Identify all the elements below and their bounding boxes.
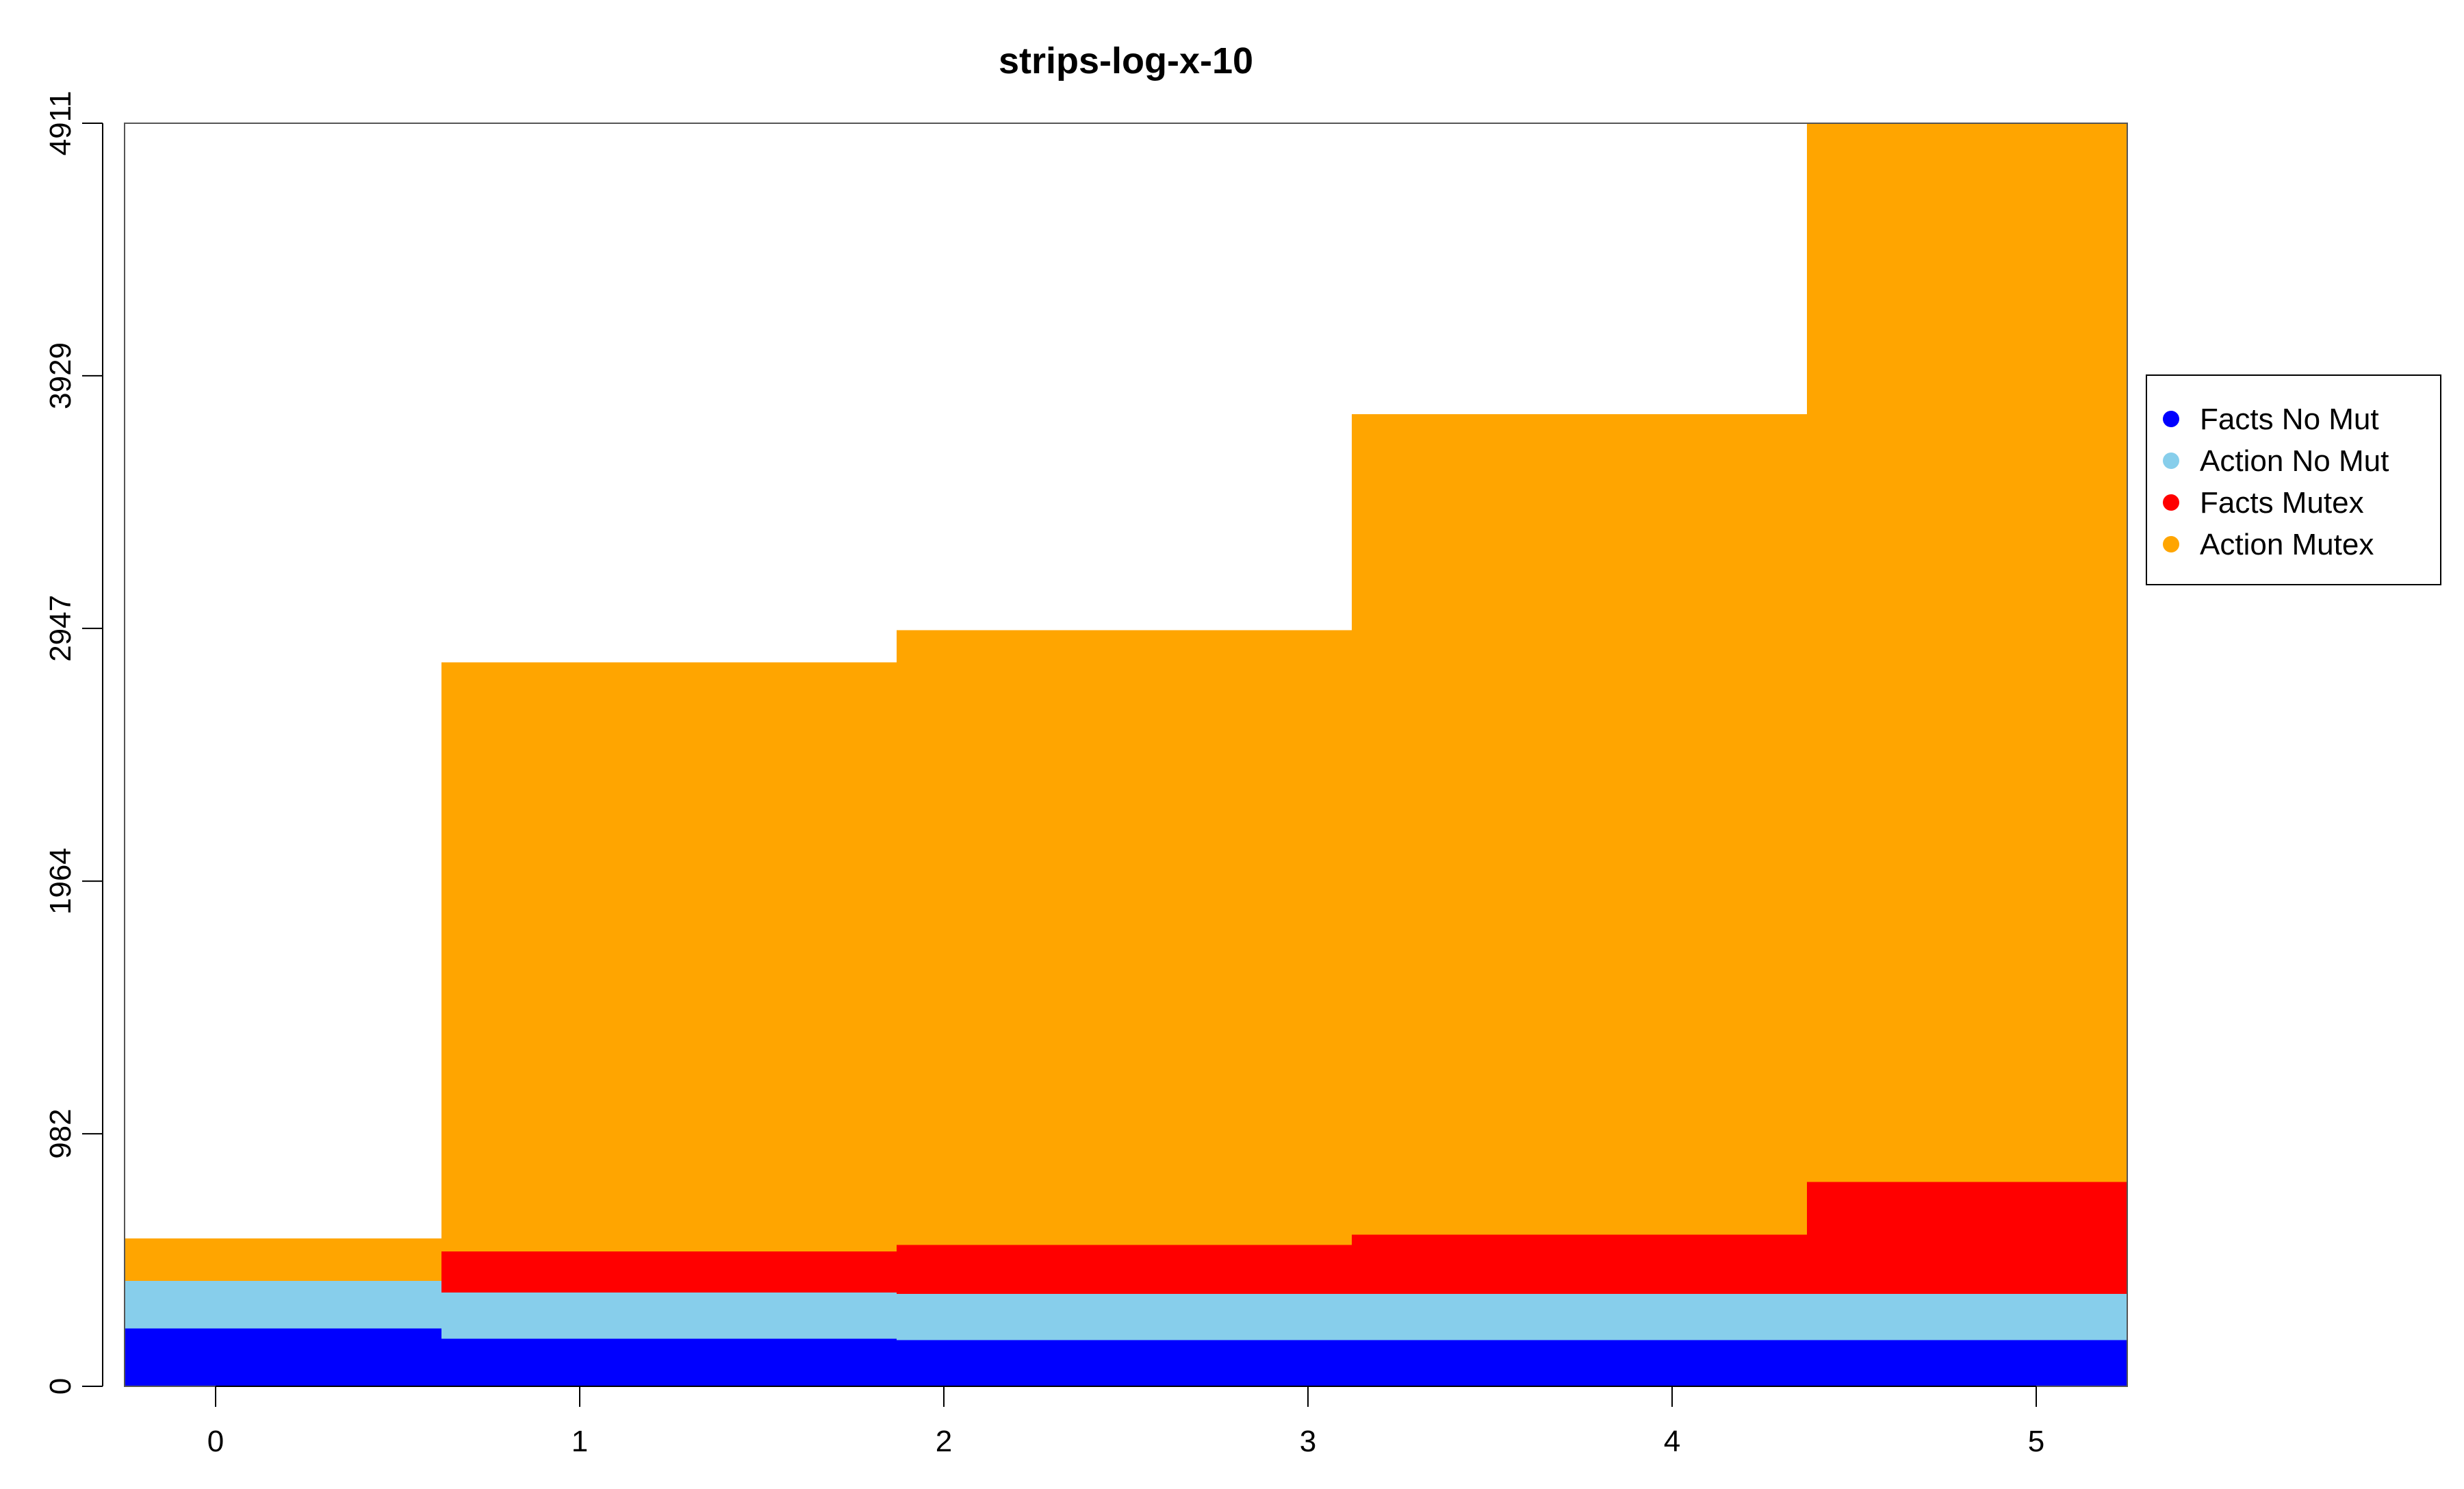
x-tick-label: 3	[1300, 1425, 1316, 1458]
y-tick-label: 3929	[44, 342, 77, 409]
area-segment-3-2	[441, 1251, 897, 1293]
x-tick-label: 5	[2028, 1425, 2044, 1458]
area-segment-4-5	[1806, 123, 2127, 1182]
area-segment-1-1	[125, 1328, 441, 1386]
area-segment-4-4	[1351, 413, 1807, 1235]
area-segment-3-4	[1351, 1234, 1807, 1294]
y-tick-label: 1964	[44, 848, 77, 915]
x-axis: 0 1 2 3 4 5	[207, 1386, 2044, 1458]
area-segment-2-4	[1351, 1293, 1807, 1340]
y-tick-label: 982	[44, 1108, 77, 1158]
y-tick-label: 4911	[44, 91, 77, 156]
area-segment-2-3	[896, 1293, 1352, 1340]
x-tick-label: 4	[1664, 1425, 1680, 1458]
x-tick-label: 0	[207, 1425, 224, 1458]
area-segment-3-5	[1806, 1182, 2127, 1294]
area-segment-4-2	[441, 662, 897, 1251]
legend-label: Facts No Mut	[2200, 403, 2379, 436]
area-segment-1-4	[1351, 1340, 1807, 1386]
area-segment-1-3	[896, 1340, 1352, 1386]
legend-marker	[2163, 536, 2179, 552]
y-tick-label: 2947	[44, 595, 77, 662]
legend: Facts No Mut Action No Mut Facts Mutex Acti…	[2146, 374, 2441, 585]
legend-label: Action Mutex	[2200, 528, 2374, 561]
y-axis: 0 982 1964 2947 3929 4911	[44, 91, 103, 1395]
legend-marker	[2163, 453, 2179, 469]
x-tick-label: 1	[572, 1425, 588, 1458]
area-segment-2-2	[441, 1292, 897, 1339]
y-tick-label: 0	[44, 1378, 77, 1395]
chart-title: strips-log-x-10	[999, 40, 1253, 81]
x-tick-label: 2	[936, 1425, 952, 1458]
area-segment-4-1	[125, 1238, 441, 1281]
area-segment-3-3	[896, 1245, 1352, 1294]
area-segment-4-3	[896, 630, 1352, 1245]
legend-marker	[2163, 411, 2179, 427]
legend-box	[2146, 374, 2441, 585]
area-segment-2-5	[1806, 1293, 2127, 1340]
stacked-areas	[125, 123, 2127, 1386]
area-segment-2-1	[125, 1280, 441, 1329]
legend-label: Facts Mutex	[2200, 486, 2364, 520]
legend-marker	[2163, 494, 2179, 511]
area-segment-1-2	[441, 1338, 897, 1386]
area-segment-1-5	[1806, 1340, 2127, 1386]
legend-label: Action No Mut	[2200, 444, 2389, 478]
